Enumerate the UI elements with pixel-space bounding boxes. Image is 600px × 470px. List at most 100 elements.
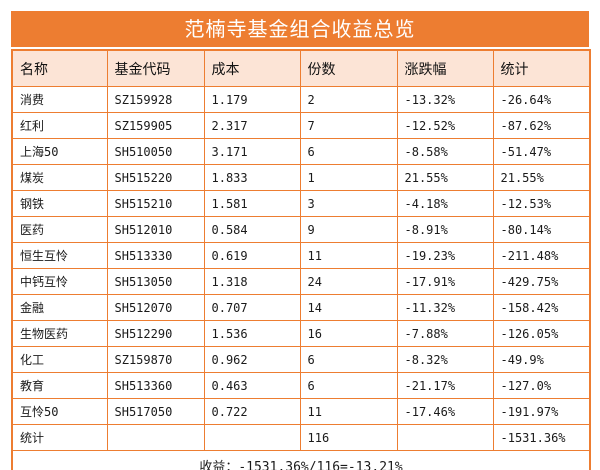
cell-cost <box>203 424 301 451</box>
table-row: 生物医药 SH512290 1.536 16 -7.88% -126.05% <box>11 320 591 347</box>
cell-cost: 1.318 <box>203 268 301 295</box>
cell-cost: 1.536 <box>203 320 301 347</box>
table-row: 教育 SH513360 0.463 6 -21.17% -127.0% <box>11 372 591 399</box>
cell-code: SH512070 <box>106 294 205 321</box>
summary-row: 收益：-1531.36%/116=-13.21% <box>11 450 591 470</box>
cell-code: SZ159870 <box>106 346 205 373</box>
column-header-total: 统计 <box>492 49 591 87</box>
cell-name: 教育 <box>11 372 108 399</box>
cell-shares: 9 <box>299 216 398 243</box>
column-header-change: 涨跌幅 <box>396 49 494 87</box>
cell-name: 医药 <box>11 216 108 243</box>
cell-cost: 1.179 <box>203 86 301 113</box>
column-header-cost: 成本 <box>203 49 301 87</box>
cell-shares: 116 <box>299 424 398 451</box>
cell-cost: 3.171 <box>203 138 301 165</box>
cell-total: -80.14% <box>492 216 591 243</box>
fund-table-body: 消费 SZ159928 1.179 2 -13.32% -26.64% 红利 SZ159905… <box>11 86 591 451</box>
cell-shares: 11 <box>299 398 398 425</box>
cell-change: -13.32% <box>396 86 494 113</box>
cell-change: -21.17% <box>396 372 494 399</box>
cell-shares: 3 <box>299 190 398 217</box>
cell-total: -26.64% <box>492 86 591 113</box>
cell-change: -19.23% <box>396 242 494 269</box>
cell-cost: 1.581 <box>203 190 301 217</box>
cell-change: -8.91% <box>396 216 494 243</box>
cell-cost: 0.707 <box>203 294 301 321</box>
cell-code: SH513360 <box>106 372 205 399</box>
cell-name: 互怜50 <box>11 398 108 425</box>
table-row: 医药 SH512010 0.584 9 -8.91% -80.14% <box>11 216 591 243</box>
fund-overview-table-block: 范楠寺基金组合收益总览 名称 基金代码 成本 份数 涨跌幅 统计 <box>11 11 591 470</box>
table-row: 互怜50 SH517050 0.722 11 -17.46% -191.97% <box>11 398 591 425</box>
cell-name: 金融 <box>11 294 108 321</box>
cell-cost: 0.619 <box>203 242 301 269</box>
cell-code: SH513330 <box>106 242 205 269</box>
cell-change <box>396 424 494 451</box>
cell-shares: 6 <box>299 372 398 399</box>
cell-change: -12.52% <box>396 112 494 139</box>
cell-shares: 24 <box>299 268 398 295</box>
cell-shares: 16 <box>299 320 398 347</box>
cell-total: -158.42% <box>492 294 591 321</box>
cell-code: SH512010 <box>106 216 205 243</box>
table-row: 上海50 SH510050 3.171 6 -8.58% -51.47% <box>11 138 591 165</box>
column-header-shares: 份数 <box>299 49 398 87</box>
cell-code: SZ159905 <box>106 112 205 139</box>
cell-shares: 6 <box>299 138 398 165</box>
cell-code: SZ159928 <box>106 86 205 113</box>
cell-name: 生物医药 <box>11 320 108 347</box>
header-row: 名称 基金代码 成本 份数 涨跌幅 统计 <box>11 49 591 87</box>
cell-total: -1531.36% <box>492 424 591 451</box>
cell-name: 上海50 <box>11 138 108 165</box>
cell-code: SH512290 <box>106 320 205 347</box>
cell-shares: 1 <box>299 164 398 191</box>
cell-code: SH515220 <box>106 164 205 191</box>
table-row: 统计 116 -1531.36% <box>11 424 591 451</box>
cell-total: -87.62% <box>492 112 591 139</box>
cell-total: -12.53% <box>492 190 591 217</box>
fund-table-header: 名称 基金代码 成本 份数 涨跌幅 统计 <box>11 49 591 87</box>
fund-table-footer: 收益：-1531.36%/116=-13.21% <box>11 450 591 470</box>
cell-code <box>106 424 205 451</box>
cell-total: -126.05% <box>492 320 591 347</box>
cell-name: 红利 <box>11 112 108 139</box>
cell-total: 21.55% <box>492 164 591 191</box>
cell-name: 统计 <box>11 424 108 451</box>
table-row: 煤炭 SH515220 1.833 1 21.55% 21.55% <box>11 164 591 191</box>
cell-name: 煤炭 <box>11 164 108 191</box>
cell-cost: 0.463 <box>203 372 301 399</box>
cell-change: 21.55% <box>396 164 494 191</box>
cell-change: -7.88% <box>396 320 494 347</box>
cell-change: -8.32% <box>396 346 494 373</box>
cell-name: 恒生互怜 <box>11 242 108 269</box>
cell-change: -11.32% <box>396 294 494 321</box>
cell-name: 消费 <box>11 86 108 113</box>
cell-change: -17.91% <box>396 268 494 295</box>
cell-cost: 0.962 <box>203 346 301 373</box>
cell-cost: 0.584 <box>203 216 301 243</box>
cell-shares: 6 <box>299 346 398 373</box>
summary-text: 收益：-1531.36%/116=-13.21% <box>11 450 591 470</box>
column-header-name: 名称 <box>11 49 108 87</box>
cell-total: -51.47% <box>492 138 591 165</box>
cell-code: SH515210 <box>106 190 205 217</box>
cell-change: -8.58% <box>396 138 494 165</box>
cell-total: -429.75% <box>492 268 591 295</box>
cell-total: -49.9% <box>492 346 591 373</box>
cell-code: SH517050 <box>106 398 205 425</box>
cell-shares: 7 <box>299 112 398 139</box>
table-row: 化工 SZ159870 0.962 6 -8.32% -49.9% <box>11 346 591 373</box>
table-row: 金融 SH512070 0.707 14 -11.32% -158.42% <box>11 294 591 321</box>
cell-total: -191.97% <box>492 398 591 425</box>
cell-total: -211.48% <box>492 242 591 269</box>
cell-name: 中钙互怜 <box>11 268 108 295</box>
cell-shares: 2 <box>299 86 398 113</box>
table-row: 恒生互怜 SH513330 0.619 11 -19.23% -211.48% <box>11 242 591 269</box>
cell-name: 钢铁 <box>11 190 108 217</box>
cell-name: 化工 <box>11 346 108 373</box>
table-title: 范楠寺基金组合收益总览 <box>11 11 589 47</box>
cell-cost: 1.833 <box>203 164 301 191</box>
cell-total: -127.0% <box>492 372 591 399</box>
